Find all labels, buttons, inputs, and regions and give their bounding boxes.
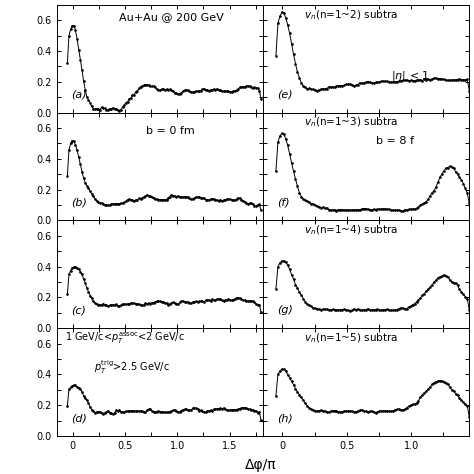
Text: (d): (d) bbox=[71, 413, 87, 423]
Text: (h): (h) bbox=[277, 413, 293, 423]
Text: $v_n$(n=1~3) subtra: $v_n$(n=1~3) subtra bbox=[304, 116, 398, 129]
Text: Au+Au @ 200 GeV: Au+Au @ 200 GeV bbox=[118, 12, 223, 22]
Text: Δφ/π: Δφ/π bbox=[245, 457, 276, 472]
Text: (g): (g) bbox=[277, 305, 293, 315]
Text: (a): (a) bbox=[71, 90, 87, 100]
Text: $v_n$(n=1~5) subtra: $v_n$(n=1~5) subtra bbox=[304, 331, 398, 345]
Text: b = 0 fm: b = 0 fm bbox=[146, 126, 195, 136]
Text: $p_T^{\rm trig}$>2.5 GeV/c: $p_T^{\rm trig}$>2.5 GeV/c bbox=[94, 358, 170, 376]
Text: (e): (e) bbox=[277, 90, 293, 100]
Text: b = 8 f: b = 8 f bbox=[376, 137, 414, 146]
Text: (b): (b) bbox=[71, 198, 87, 208]
Text: $v_n$(n=1~4) subtra: $v_n$(n=1~4) subtra bbox=[304, 224, 398, 237]
Text: 1 GeV/c<$p_T^{\rm assoc}$<2 GeV/c: 1 GeV/c<$p_T^{\rm assoc}$<2 GeV/c bbox=[65, 330, 185, 346]
Text: (f): (f) bbox=[277, 198, 290, 208]
Text: $v_n$(n=1~2) subtra: $v_n$(n=1~2) subtra bbox=[304, 8, 398, 22]
Text: $|\eta|$ < 1: $|\eta|$ < 1 bbox=[391, 70, 430, 83]
Text: (c): (c) bbox=[71, 305, 86, 315]
